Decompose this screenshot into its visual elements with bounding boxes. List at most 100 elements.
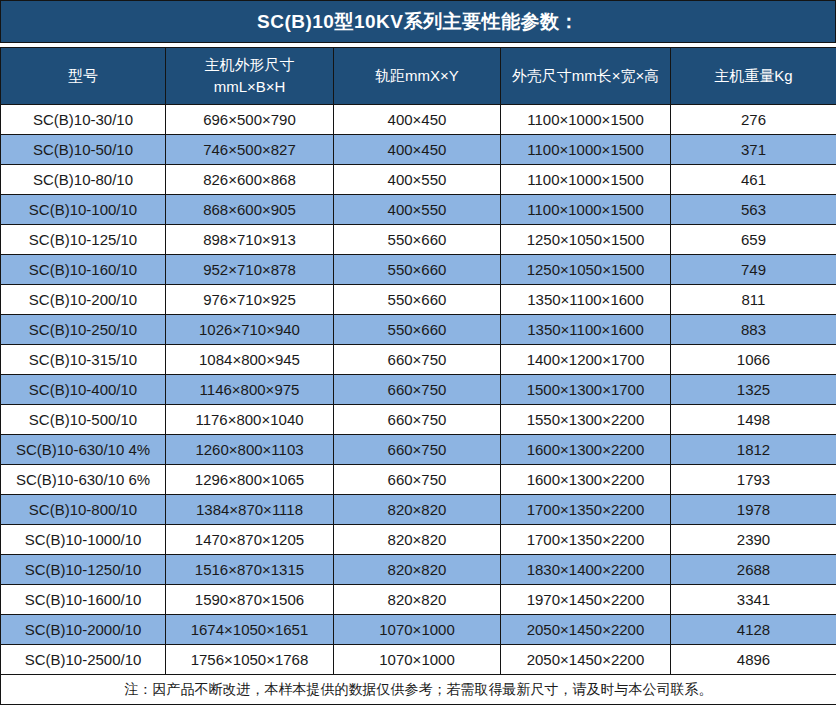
table-cell: 2050×1450×2200 — [501, 645, 671, 675]
table-cell: 371 — [671, 135, 836, 165]
table-cell: SC(B)10-1250/10 — [1, 555, 166, 585]
table-cell: SC(B)10-160/10 — [1, 255, 166, 285]
table-cell: 749 — [671, 255, 836, 285]
table-cell: 461 — [671, 165, 836, 195]
table-cell: 400×450 — [334, 135, 501, 165]
table-row: SC(B)10-250/101026×710×940550×6601350×11… — [1, 315, 836, 345]
table-cell: 811 — [671, 285, 836, 315]
table-cell: SC(B)10-1600/10 — [1, 585, 166, 615]
table-cell: 1793 — [671, 465, 836, 495]
table-row: SC(B)10-125/10898×710×913550×6601250×105… — [1, 225, 836, 255]
table-cell: 1498 — [671, 405, 836, 435]
table-cell: SC(B)10-630/10 4% — [1, 435, 166, 465]
table-cell: 660×750 — [334, 465, 501, 495]
table-row: SC(B)10-315/101084×800×945660×7501400×12… — [1, 345, 836, 375]
table-cell: SC(B)10-250/10 — [1, 315, 166, 345]
table-cell: SC(B)10-50/10 — [1, 135, 166, 165]
table-cell: 1384×870×1118 — [166, 495, 334, 525]
table-cell: 276 — [671, 105, 836, 135]
table-cell: 1756×1050×1768 — [166, 645, 334, 675]
table-cell: 1084×800×945 — [166, 345, 334, 375]
table-cell: 1296×800×1065 — [166, 465, 334, 495]
table-row: SC(B)10-630/10 6%1296×800×1065660×750160… — [1, 465, 836, 495]
page-title: SC(B)10型10KV系列主要性能参数： — [0, 0, 836, 43]
table-row: SC(B)10-500/101176×800×1040660×7501550×1… — [1, 405, 836, 435]
table-cell: 1674×1050×1651 — [166, 615, 334, 645]
column-header-track-gauge: 轨距mmX×Y — [334, 48, 501, 105]
spec-sheet: SC(B)10型10KV系列主要性能参数： 型号 主机外形尺寸 mmL×B×H … — [0, 0, 836, 705]
table-cell: 1350×1100×1600 — [501, 285, 671, 315]
table-cell: 1100×1000×1500 — [501, 195, 671, 225]
table-cell: 1550×1300×2200 — [501, 405, 671, 435]
table-body: SC(B)10-30/10696×500×790400×4501100×1000… — [1, 105, 836, 675]
column-header-sublabel: mmL×B×H — [214, 78, 286, 95]
table-cell: 868×600×905 — [166, 195, 334, 225]
footer-note: 注：因产品不断改进，本样本提供的数据仅供参考；若需取得最新尺寸，请及时与本公司联… — [1, 675, 836, 705]
table-cell: 1350×1100×1600 — [501, 315, 671, 345]
table-row: SC(B)10-160/10952×710×878550×6601250×105… — [1, 255, 836, 285]
table-cell: 1146×800×975 — [166, 375, 334, 405]
table-cell: SC(B)10-315/10 — [1, 345, 166, 375]
table-cell: 400×550 — [334, 195, 501, 225]
table-cell: 820×820 — [334, 495, 501, 525]
table-cell: 952×710×878 — [166, 255, 334, 285]
column-header-label: 主机外形尺寸 — [205, 56, 295, 73]
table-row: SC(B)10-2500/101756×1050×17681070×100020… — [1, 645, 836, 675]
table-cell: 1700×1350×2200 — [501, 525, 671, 555]
table-cell: 1325 — [671, 375, 836, 405]
table-cell: 1026×710×940 — [166, 315, 334, 345]
table-cell: 1700×1350×2200 — [501, 495, 671, 525]
table-cell: 1100×1000×1500 — [501, 165, 671, 195]
table-cell: SC(B)10-630/10 6% — [1, 465, 166, 495]
footer-row: 注：因产品不断改进，本样本提供的数据仅供参考；若需取得最新尺寸，请及时与本公司联… — [1, 675, 836, 705]
table-cell: 550×660 — [334, 225, 501, 255]
column-header-weight: 主机重量Kg — [671, 48, 836, 105]
table-cell: SC(B)10-200/10 — [1, 285, 166, 315]
table-cell: SC(B)10-500/10 — [1, 405, 166, 435]
table-row: SC(B)10-1000/101470×870×1205820×8201700×… — [1, 525, 836, 555]
table-row: SC(B)10-80/10826×600×868400×5501100×1000… — [1, 165, 836, 195]
table-cell: 1070×1000 — [334, 645, 501, 675]
table-cell: SC(B)10-100/10 — [1, 195, 166, 225]
table-cell: 1516×870×1315 — [166, 555, 334, 585]
table-row: SC(B)10-630/10 4%1260×800×1103660×750160… — [1, 435, 836, 465]
table-cell: 1590×870×1506 — [166, 585, 334, 615]
table-cell: 1812 — [671, 435, 836, 465]
table-row: SC(B)10-800/101384×870×1118820×8201700×1… — [1, 495, 836, 525]
table-cell: 1176×800×1040 — [166, 405, 334, 435]
table-row: SC(B)10-50/10746×500×827400×4501100×1000… — [1, 135, 836, 165]
table-cell: 1100×1000×1500 — [501, 105, 671, 135]
table-cell: 826×600×868 — [166, 165, 334, 195]
table-cell: 1400×1200×1700 — [501, 345, 671, 375]
table-row: SC(B)10-2000/101674×1050×16511070×100020… — [1, 615, 836, 645]
table-cell: 1600×1300×2200 — [501, 435, 671, 465]
table-cell: 563 — [671, 195, 836, 225]
column-header-model: 型号 — [1, 48, 166, 105]
table-cell: SC(B)10-80/10 — [1, 165, 166, 195]
table-cell: 2688 — [671, 555, 836, 585]
table-cell: 400×450 — [334, 105, 501, 135]
table-cell: 1260×800×1103 — [166, 435, 334, 465]
table-cell: 1970×1450×2200 — [501, 585, 671, 615]
table-footer: 注：因产品不断改进，本样本提供的数据仅供参考；若需取得最新尺寸，请及时与本公司联… — [1, 675, 836, 705]
spec-table: 型号 主机外形尺寸 mmL×B×H 轨距mmX×Y 外壳尺寸mm长×宽×高 主机… — [0, 47, 836, 705]
table-cell: SC(B)10-400/10 — [1, 375, 166, 405]
column-header-shell-dimensions: 外壳尺寸mm长×宽×高 — [501, 48, 671, 105]
table-cell: 1978 — [671, 495, 836, 525]
column-header-label: 外壳尺寸mm长×宽×高 — [512, 67, 660, 84]
table-row: SC(B)10-400/101146×800×975660×7501500×13… — [1, 375, 836, 405]
table-cell: SC(B)10-1000/10 — [1, 525, 166, 555]
table-row: SC(B)10-1250/101516×870×1315820×8201830×… — [1, 555, 836, 585]
table-cell: 660×750 — [334, 345, 501, 375]
table-cell: 3341 — [671, 585, 836, 615]
table-row: SC(B)10-1600/101590×870×1506820×8201970×… — [1, 585, 836, 615]
table-cell: 550×660 — [334, 315, 501, 345]
table-cell: 696×500×790 — [166, 105, 334, 135]
table-cell: 660×750 — [334, 375, 501, 405]
table-cell: 1070×1000 — [334, 615, 501, 645]
table-cell: 883 — [671, 315, 836, 345]
table-cell: SC(B)10-2500/10 — [1, 645, 166, 675]
table-cell: 1250×1050×1500 — [501, 255, 671, 285]
table-cell: 550×660 — [334, 255, 501, 285]
table-cell: 2390 — [671, 525, 836, 555]
